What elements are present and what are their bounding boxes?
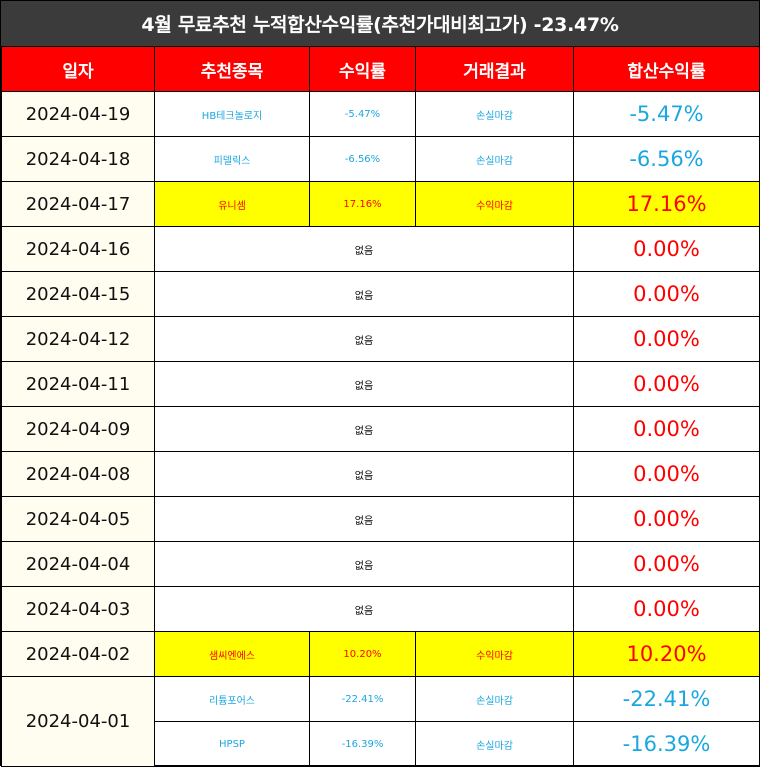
result-cell: 손실마감 bbox=[415, 136, 574, 182]
date-cell: 2024-04-17 bbox=[1, 181, 155, 227]
total-cell: 0.00% bbox=[573, 361, 760, 407]
header-stock: 추천종목 bbox=[154, 46, 310, 92]
stock-cell: 리튬포어스 bbox=[154, 676, 310, 722]
stock-cell: 피델릭스 bbox=[154, 136, 310, 182]
result-cell: 손실마감 bbox=[415, 676, 574, 722]
date-cell: 2024-04-04 bbox=[1, 541, 155, 587]
no-pick-cell: 없음 bbox=[154, 586, 574, 632]
table-row: 2024-04-16 없음 0.00% bbox=[1, 226, 760, 272]
header-row: 일자 추천종목 수익률 거래결과 합산수익률 bbox=[1, 46, 760, 92]
returns-table: 일자 추천종목 수익률 거래결과 합산수익률 2024-04-19 HB테크놀로… bbox=[1, 46, 760, 767]
rate-cell: -22.41% bbox=[309, 676, 416, 722]
no-pick-cell: 없음 bbox=[154, 316, 574, 362]
total-cell: 0.00% bbox=[573, 586, 760, 632]
date-cell: 2024-04-19 bbox=[1, 91, 155, 137]
no-pick-cell: 없음 bbox=[154, 361, 574, 407]
table-row: 2024-04-11 없음 0.00% bbox=[1, 361, 760, 407]
table-row: 2024-04-15 없음 0.00% bbox=[1, 271, 760, 317]
table-row: 2024-04-05 없음 0.00% bbox=[1, 496, 760, 542]
stock-cell: 유니셈 bbox=[154, 181, 310, 227]
total-cell: -6.56% bbox=[573, 136, 760, 182]
date-cell: 2024-04-15 bbox=[1, 271, 155, 317]
header-result: 거래결과 bbox=[415, 46, 574, 92]
stock-cell: 샘씨엔에스 bbox=[154, 631, 310, 677]
result-cell: 손실마감 bbox=[415, 721, 574, 767]
table-row: 2024-04-12 없음 0.00% bbox=[1, 316, 760, 362]
total-cell: 17.16% bbox=[573, 181, 760, 227]
date-cell: 2024-04-18 bbox=[1, 136, 155, 182]
result-cell: 수익마감 bbox=[415, 181, 574, 227]
date-cell: 2024-04-02 bbox=[1, 631, 155, 677]
total-cell: 0.00% bbox=[573, 226, 760, 272]
stock-cell: HB테크놀로지 bbox=[154, 91, 310, 137]
total-cell: 0.00% bbox=[573, 496, 760, 542]
date-cell: 2024-04-12 bbox=[1, 316, 155, 362]
result-cell: 손실마감 bbox=[415, 91, 574, 137]
header-date: 일자 bbox=[1, 46, 155, 92]
total-cell: -5.47% bbox=[573, 91, 760, 137]
no-pick-cell: 없음 bbox=[154, 406, 574, 452]
total-cell: 0.00% bbox=[573, 451, 760, 497]
result-cell: 수익마감 bbox=[415, 631, 574, 677]
total-cell: -16.39% bbox=[573, 721, 760, 767]
date-cell: 2024-04-08 bbox=[1, 451, 155, 497]
page-title: 4월 무료추천 누적합산수익률(추천가대비최고가) -23.47% bbox=[1, 1, 759, 46]
rate-cell: 10.20% bbox=[309, 631, 416, 677]
date-cell: 2024-04-01 bbox=[1, 676, 155, 767]
date-cell: 2024-04-16 bbox=[1, 226, 155, 272]
no-pick-cell: 없음 bbox=[154, 496, 574, 542]
date-cell: 2024-04-05 bbox=[1, 496, 155, 542]
rate-cell: -16.39% bbox=[309, 721, 416, 767]
table-row: 2024-04-02 샘씨엔에스 10.20% 수익마감 10.20% bbox=[1, 631, 760, 677]
table-row: HPSP -16.39% 손실마감 -16.39% bbox=[2, 721, 760, 767]
total-cell: 10.20% bbox=[573, 631, 760, 677]
date-cell: 2024-04-09 bbox=[1, 406, 155, 452]
total-cell: 0.00% bbox=[573, 316, 760, 362]
table-row: 2024-04-04 없음 0.00% bbox=[1, 541, 760, 587]
header-total: 합산수익률 bbox=[573, 46, 760, 92]
date-cell: 2024-04-11 bbox=[1, 361, 155, 407]
total-cell: 0.00% bbox=[573, 541, 760, 587]
total-cell: 0.00% bbox=[573, 271, 760, 317]
total-cell: -22.41% bbox=[573, 676, 760, 722]
table-row: 2024-04-17 유니셈 17.16% 수익마감 17.16% bbox=[1, 181, 760, 227]
table-row: 2024-04-09 없음 0.00% bbox=[1, 406, 760, 452]
date-cell: 2024-04-03 bbox=[1, 586, 155, 632]
stock-cell: HPSP bbox=[154, 721, 310, 767]
table-row: 2024-04-19 HB테크놀로지 -5.47% 손실마감 -5.47% bbox=[1, 91, 760, 137]
table-row: 2024-04-03 없음 0.00% bbox=[1, 586, 760, 632]
table-row: 2024-04-01 리튬포어스 -22.41% 손실마감 -22.41% bbox=[1, 676, 760, 767]
rate-cell: -5.47% bbox=[309, 91, 416, 137]
no-pick-cell: 없음 bbox=[154, 226, 574, 272]
header-rate: 수익률 bbox=[309, 46, 416, 92]
table-row: 2024-04-18 피델릭스 -6.56% 손실마감 -6.56% bbox=[1, 136, 760, 182]
rate-cell: 17.16% bbox=[309, 181, 416, 227]
total-cell: 0.00% bbox=[573, 406, 760, 452]
no-pick-cell: 없음 bbox=[154, 451, 574, 497]
no-pick-cell: 없음 bbox=[154, 541, 574, 587]
rate-cell: -6.56% bbox=[309, 136, 416, 182]
table-row: 2024-04-08 없음 0.00% bbox=[1, 451, 760, 497]
no-pick-cell: 없음 bbox=[154, 271, 574, 317]
